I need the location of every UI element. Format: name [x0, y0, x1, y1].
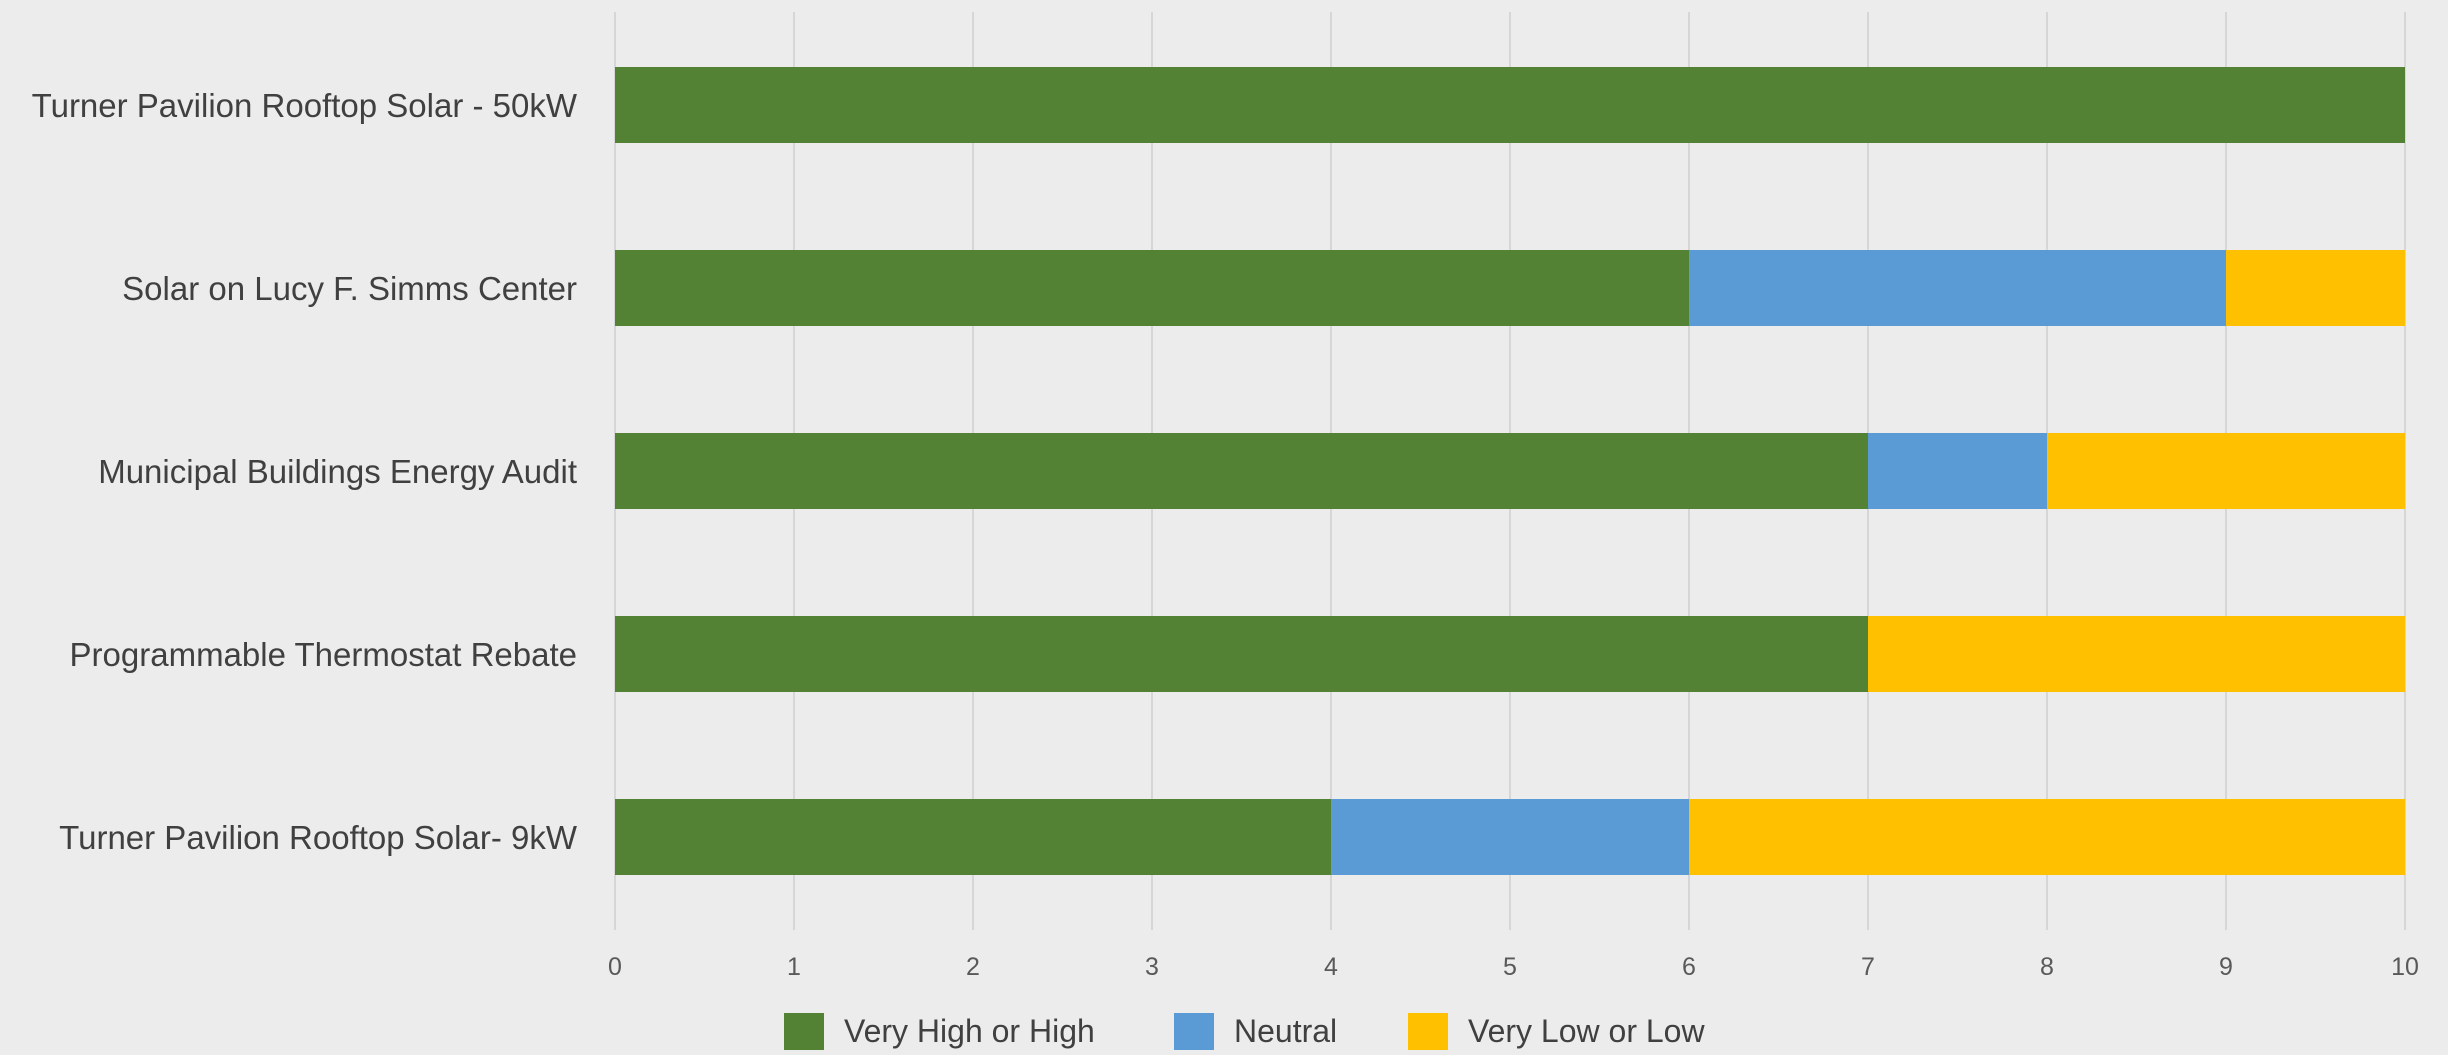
legend-label-2: Neutral: [1234, 1013, 1337, 1049]
x-tick-label: 10: [2391, 953, 2419, 981]
bar-4-series-3: [1868, 616, 2405, 692]
legend: Very High or High Neutral Very Low or Low: [784, 1013, 1705, 1050]
x-tick-label: 1: [787, 953, 801, 981]
category-label: Solar on Lucy F. Simms Center: [122, 270, 577, 307]
x-tick-label: 5: [1503, 953, 1517, 981]
x-tick-label: 2: [966, 953, 980, 981]
bar-3-series-3: [2047, 433, 2405, 509]
legend-swatch-2: [1174, 1013, 1214, 1050]
bar-2-series-3: [2226, 250, 2405, 326]
category-label: Turner Pavilion Rooftop Solar- 9kW: [59, 819, 578, 856]
category-labels: Turner Pavilion Rooftop Solar - 50kW Sola…: [32, 87, 578, 856]
bar-2-series-1: [615, 250, 1689, 326]
legend-swatch-3: [1408, 1013, 1448, 1050]
bars: [615, 67, 2405, 875]
x-tick-label: 8: [2040, 953, 2054, 981]
x-tick-label: 0: [608, 953, 622, 981]
bar-3-series-2: [1868, 433, 2047, 509]
bar-5-series-2: [1331, 799, 1689, 875]
bar-4-series-1: [615, 616, 1868, 692]
x-tick-label: 9: [2219, 953, 2233, 981]
legend-swatch-1: [784, 1013, 824, 1050]
x-axis-tick-labels: 0 1 2 3 4 5 6 7 8 9 10: [608, 953, 2419, 981]
bar-5-series-1: [615, 799, 1331, 875]
x-tick-label: 4: [1324, 953, 1338, 981]
bar-2-series-2: [1689, 250, 2226, 326]
x-tick-label: 6: [1682, 953, 1696, 981]
category-label: Municipal Buildings Energy Audit: [98, 453, 577, 490]
category-label: Turner Pavilion Rooftop Solar - 50kW: [32, 87, 578, 124]
bar-5-series-3: [1689, 799, 2405, 875]
x-tick-label: 3: [1145, 953, 1159, 981]
bar-3-series-1: [615, 433, 1868, 509]
category-label: Programmable Thermostat Rebate: [70, 636, 577, 673]
bar-1-series-1: [615, 67, 2405, 143]
legend-label-1: Very High or High: [844, 1013, 1095, 1049]
x-tick-label: 7: [1861, 953, 1875, 981]
legend-label-3: Very Low or Low: [1468, 1013, 1705, 1049]
